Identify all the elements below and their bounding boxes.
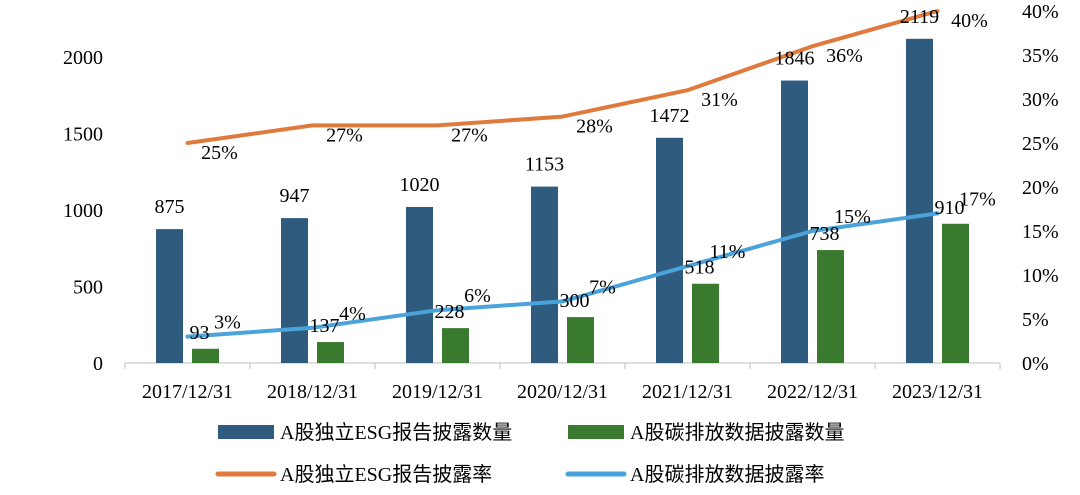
y-right-tick-label: 10% <box>1022 265 1059 287</box>
data-label-carbon-disclosure-rate: 4% <box>339 303 366 325</box>
y-left-tick-label: 500 <box>73 277 103 299</box>
legend-esg-report-count: A股独立ESG报告披露数量 <box>218 421 512 444</box>
x-tick-label: 2018/12/31 <box>267 381 358 403</box>
bar-esg-report-count <box>656 137 683 363</box>
y-right-tick-label: 35% <box>1022 45 1059 67</box>
data-label-esg-report-count: 1020 <box>400 174 440 196</box>
data-label-carbon-disclosure-rate: 7% <box>589 276 616 298</box>
bar-carbon-disclosure-count <box>192 348 219 363</box>
y-left-tick-label: 2000 <box>63 47 103 69</box>
y-right-tick-label: 15% <box>1022 221 1059 243</box>
data-label-carbon-disclosure-rate: 3% <box>214 312 241 334</box>
data-label-esg-report-rate: 27% <box>326 124 363 146</box>
data-label-esg-report-rate: 31% <box>701 89 738 111</box>
data-label-carbon-disclosure-count: 910 <box>935 197 965 219</box>
axes-group: 2017/12/31 2018/12/31 2019/12/31 2020/12/31… <box>63 1 1059 403</box>
legend-carbon-disclosure-rate: A股碳排放数据披露率 <box>565 463 824 486</box>
data-label-carbon-disclosure-rate: 15% <box>834 206 871 228</box>
y-left-tick-label: 0 <box>93 353 103 375</box>
data-label-esg-report-rate: 27% <box>451 124 488 146</box>
data-label-esg-report-count: 1153 <box>525 154 564 176</box>
bar-esg-report-count <box>781 80 808 363</box>
legend-esg-report-count-label: A股独立ESG报告披露数量 <box>280 421 512 444</box>
legend-carbon-disclosure-count-swatch <box>568 425 624 439</box>
bars-group <box>156 38 969 363</box>
bar-carbon-disclosure-count <box>817 250 844 363</box>
data-label-carbon-disclosure-count: 518 <box>685 257 715 279</box>
data-label-esg-report-rate: 40% <box>951 10 988 32</box>
legend-esg-report-rate-label: A股独立ESG报告披露率 <box>280 463 492 486</box>
data-label-carbon-disclosure-count: 93 <box>190 322 210 344</box>
data-label-carbon-disclosure-count: 300 <box>560 290 590 312</box>
data-label-esg-report-rate: 25% <box>201 142 238 164</box>
data-label-carbon-disclosure-count: 137 <box>310 315 340 337</box>
data-label-carbon-disclosure-rate: 11% <box>710 241 746 263</box>
legend-esg-report-rate: A股独立ESG报告披露率 <box>215 463 492 486</box>
lines-group <box>185 9 940 339</box>
data-label-esg-report-count: 1472 <box>650 105 690 127</box>
y-right-tick-label: 20% <box>1022 177 1059 199</box>
bar-esg-report-count <box>156 229 183 363</box>
data-label-esg-report-count: 947 <box>280 185 310 207</box>
y-left-tick-label: 1000 <box>63 200 103 222</box>
data-label-esg-report-rate: 28% <box>576 116 613 138</box>
legend: A股独立ESG报告披露数量 A股碳排放数据披露数量 A股独立ESG报告披露率 A股碳排… <box>215 421 844 486</box>
bar-carbon-disclosure-count <box>442 328 469 363</box>
x-tick-label: 2022/12/31 <box>767 381 858 403</box>
bar-carbon-disclosure-count <box>567 317 594 363</box>
y-right-tick-label: 0% <box>1022 353 1049 375</box>
x-tick-label: 2023/12/31 <box>892 381 983 403</box>
bar-carbon-disclosure-count <box>942 223 969 363</box>
data-label-esg-report-count: 2119 <box>900 6 939 28</box>
y-left-tick-label: 1500 <box>63 124 103 146</box>
bar-esg-report-count <box>406 206 433 363</box>
bar-esg-report-count <box>281 218 308 363</box>
line-esg-report-rate <box>185 9 940 145</box>
data-label-esg-report-count: 875 <box>155 196 185 218</box>
x-tick-label: 2020/12/31 <box>517 381 608 403</box>
data-label-carbon-disclosure-rate: 6% <box>464 285 491 307</box>
data-label-esg-report-count: 1846 <box>775 48 815 70</box>
data-label-carbon-disclosure-rate: 17% <box>959 188 996 210</box>
x-tick-label: 2017/12/31 <box>142 381 233 403</box>
data-labels-group: 875 947 1020 1153 1472 1846 2119 93 137 228 300 518… <box>155 6 996 344</box>
data-label-carbon-disclosure-count: 738 <box>810 223 840 245</box>
data-label-esg-report-rate: 36% <box>826 45 863 67</box>
legend-carbon-disclosure-count: A股碳排放数据披露数量 <box>568 421 844 444</box>
bar-carbon-disclosure-count <box>317 342 344 363</box>
line-carbon-disclosure-rate <box>185 211 940 339</box>
y-right-tick-label: 5% <box>1022 309 1049 331</box>
legend-carbon-disclosure-rate-label: A股碳排放数据披露率 <box>630 463 824 486</box>
legend-esg-report-count-swatch <box>218 425 274 439</box>
y-right-tick-label: 25% <box>1022 133 1059 155</box>
x-tick-label: 2019/12/31 <box>392 381 483 403</box>
y-right-tick-label: 30% <box>1022 89 1059 111</box>
bar-esg-report-count <box>531 186 558 363</box>
legend-carbon-disclosure-count-label: A股碳排放数据披露数量 <box>630 421 844 444</box>
data-label-carbon-disclosure-count: 228 <box>435 301 465 323</box>
bar-carbon-disclosure-count <box>692 283 719 363</box>
bar-esg-report-count <box>906 38 933 363</box>
x-tick-label: 2021/12/31 <box>642 381 733 403</box>
y-right-tick-label: 40% <box>1022 1 1059 23</box>
